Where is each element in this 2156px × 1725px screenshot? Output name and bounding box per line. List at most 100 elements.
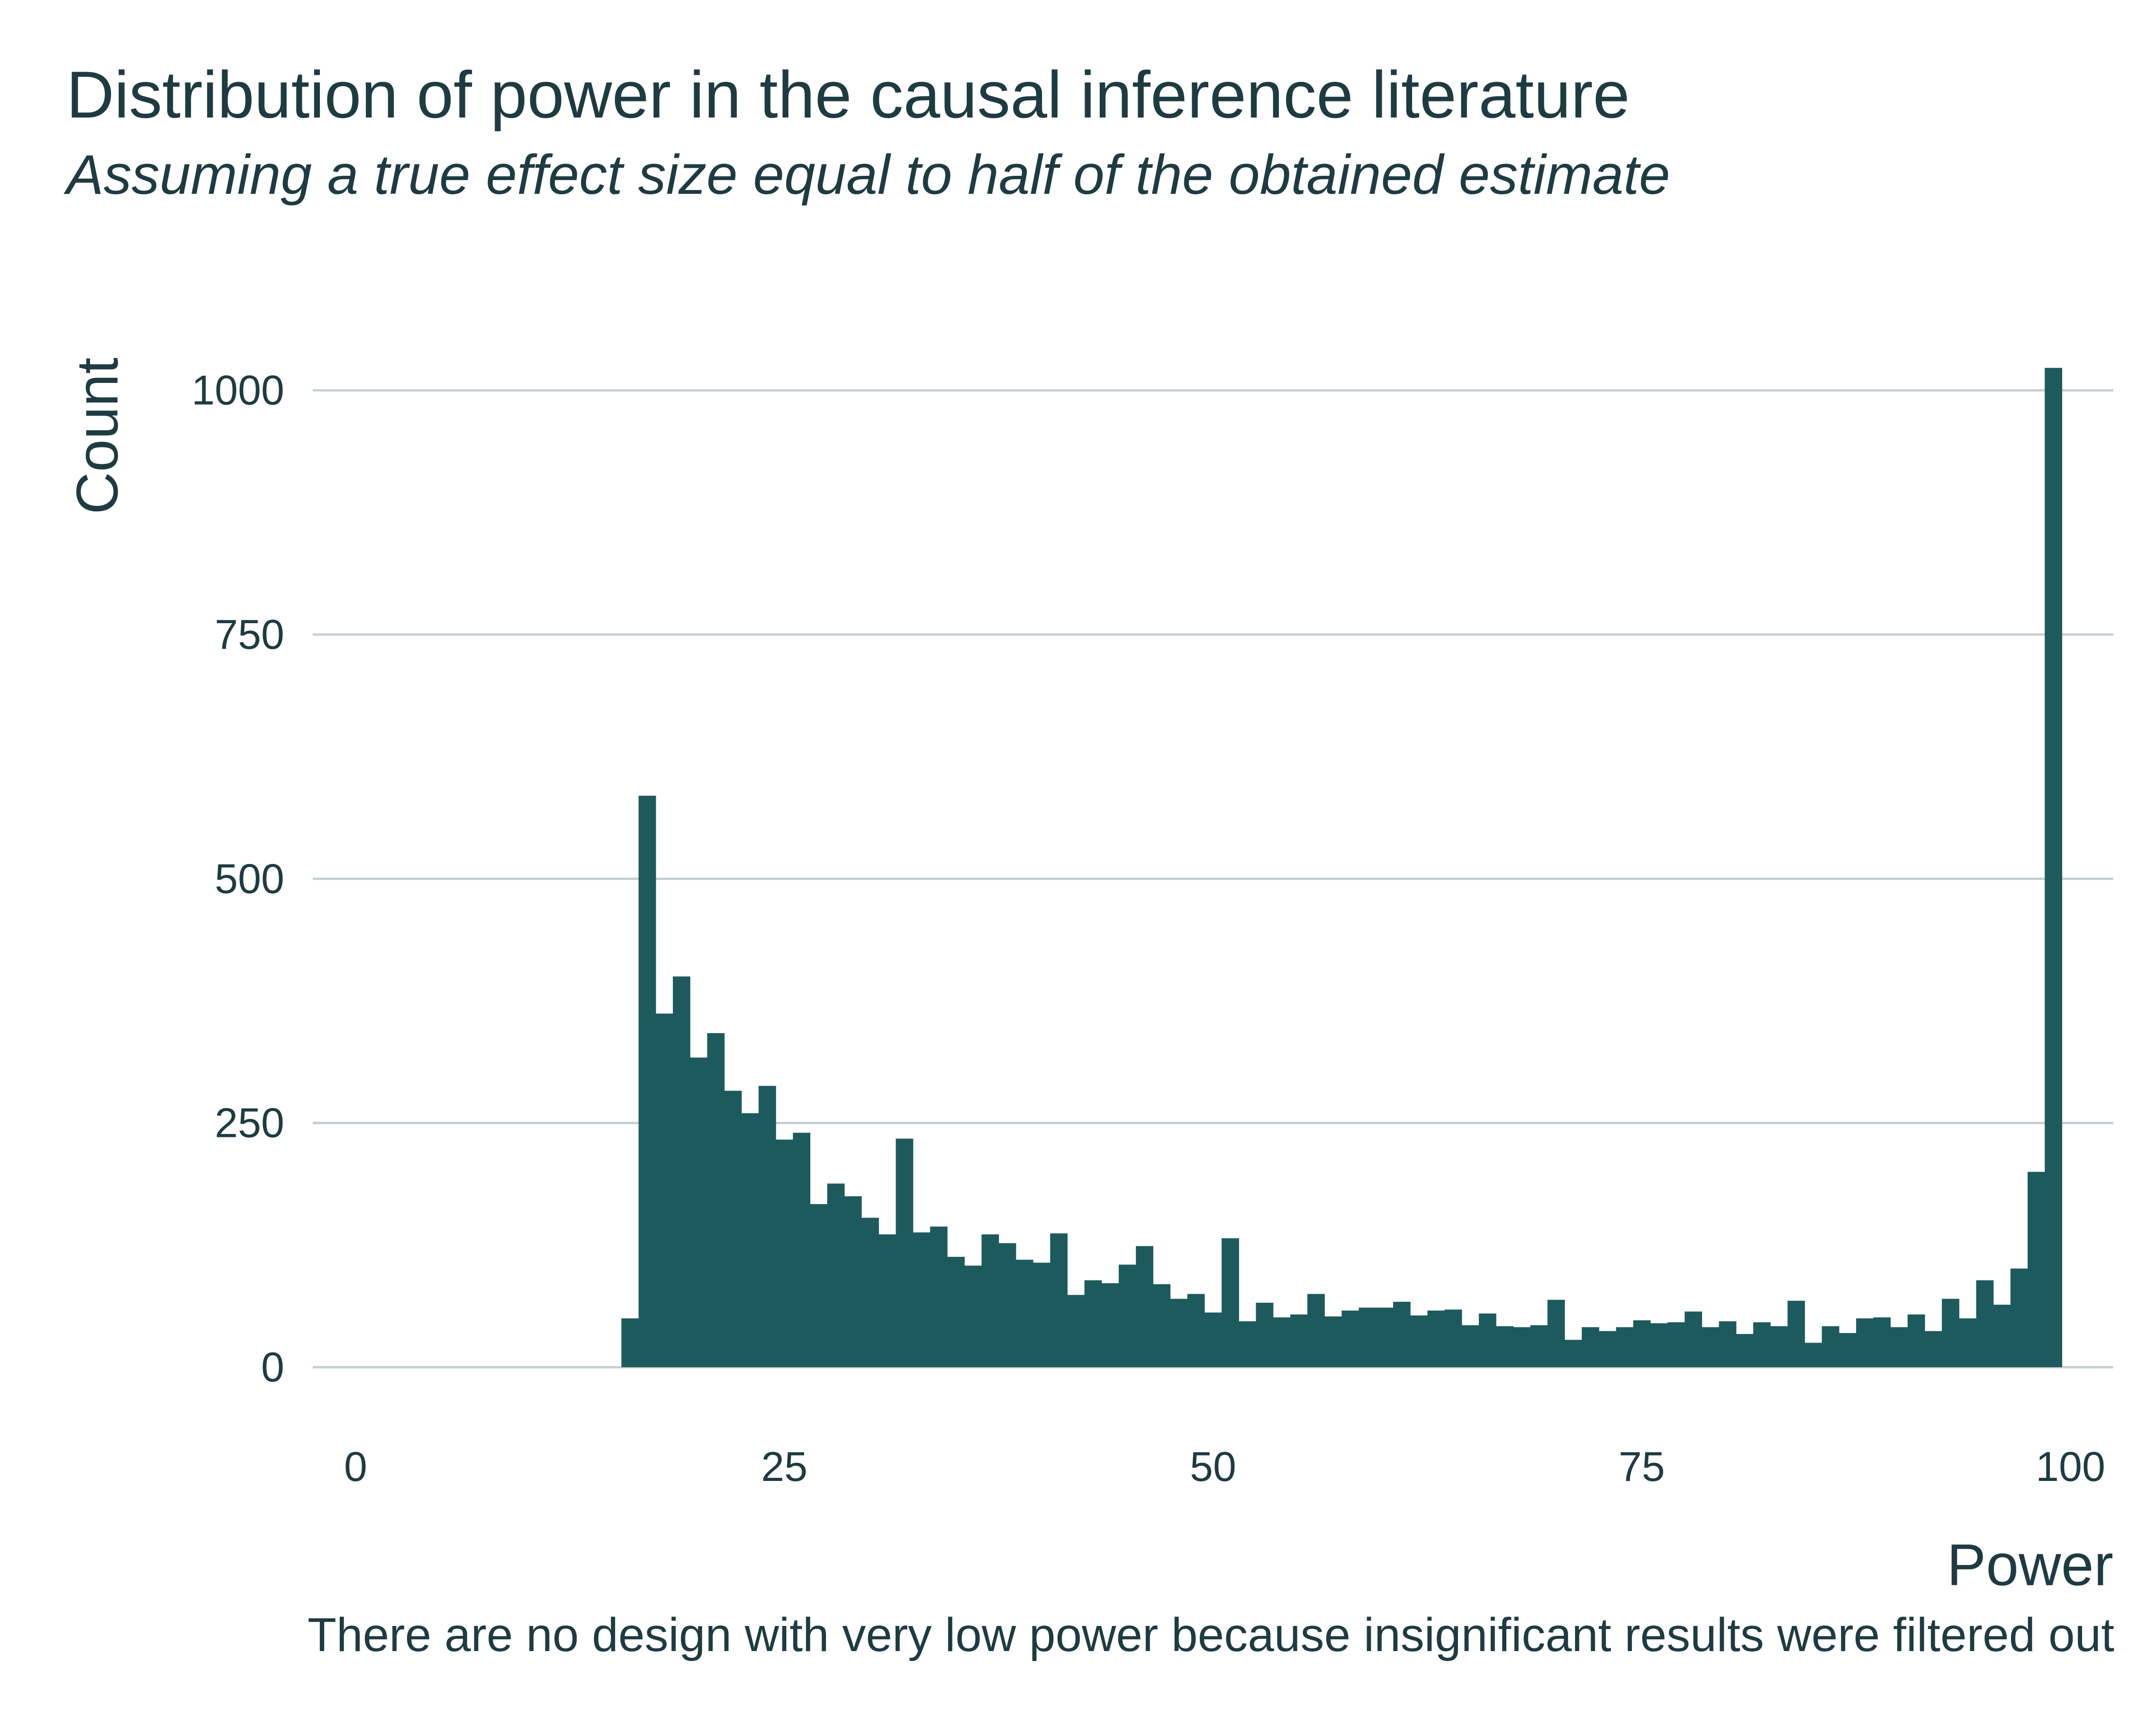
histogram-bar bbox=[1273, 1317, 1291, 1367]
histogram-bar bbox=[1839, 1333, 1857, 1367]
histogram-bar bbox=[1359, 1307, 1377, 1367]
histogram-bar bbox=[1084, 1280, 1102, 1367]
histogram-bar bbox=[998, 1243, 1016, 1367]
histogram-bar bbox=[1821, 1326, 1839, 1367]
y-tick-label: 500 bbox=[215, 855, 284, 902]
histogram-bar bbox=[1976, 1280, 1994, 1367]
histogram-bar bbox=[1702, 1327, 1720, 1367]
histogram-bar bbox=[913, 1232, 931, 1367]
histogram-bar bbox=[1667, 1322, 1685, 1367]
chart-caption: There are no design with very low power … bbox=[307, 1608, 2114, 1661]
histogram-bar bbox=[879, 1234, 897, 1367]
grid-lines bbox=[313, 389, 2113, 1369]
x-tick-label: 50 bbox=[1190, 1443, 1236, 1490]
histogram-bar bbox=[1959, 1318, 1977, 1367]
y-tick-labels: 0 250 500 750 1000 bbox=[191, 367, 284, 1390]
histogram-bar bbox=[1753, 1322, 1771, 1367]
histogram-bar bbox=[1770, 1326, 1788, 1367]
histogram-bar bbox=[1256, 1302, 1274, 1367]
histogram-bar bbox=[2045, 368, 2063, 1368]
histogram-bar bbox=[947, 1257, 965, 1367]
x-tick-label: 25 bbox=[761, 1443, 807, 1490]
histogram-bar bbox=[1033, 1262, 1051, 1367]
histogram-bar bbox=[1427, 1310, 1445, 1367]
histogram-bar bbox=[707, 1033, 725, 1367]
histogram-bar bbox=[1787, 1300, 1805, 1367]
histogram-bar bbox=[810, 1204, 828, 1367]
histogram-bar bbox=[861, 1217, 879, 1367]
histogram-bar bbox=[1873, 1317, 1891, 1367]
histogram-bar bbox=[1341, 1310, 1359, 1367]
x-tick-label: 100 bbox=[2036, 1443, 2105, 1490]
histogram-bar bbox=[1924, 1331, 1942, 1367]
y-axis-title: Count bbox=[65, 358, 130, 515]
histogram-bar bbox=[1101, 1283, 1119, 1367]
histogram-bar bbox=[1290, 1314, 1308, 1367]
x-axis-title: Power bbox=[1947, 1533, 2113, 1598]
histogram-bar bbox=[690, 1057, 707, 1367]
histogram-bar bbox=[1153, 1284, 1171, 1367]
histogram-bar bbox=[741, 1113, 759, 1367]
histogram-bar bbox=[1804, 1343, 1822, 1367]
histogram-bar bbox=[2010, 1268, 2028, 1367]
histogram-bar bbox=[1599, 1331, 1617, 1367]
histogram-bar bbox=[844, 1196, 862, 1367]
histogram-bar bbox=[1993, 1305, 2011, 1367]
histogram-bar bbox=[1547, 1299, 1565, 1367]
histogram-bar bbox=[1067, 1295, 1085, 1367]
histogram-bar bbox=[1616, 1327, 1634, 1367]
histogram-bar bbox=[1582, 1327, 1599, 1367]
histogram-bar bbox=[1393, 1301, 1411, 1367]
histogram-bar bbox=[1324, 1316, 1342, 1367]
histogram-bar bbox=[1513, 1327, 1531, 1367]
histogram-bar bbox=[1736, 1334, 1754, 1367]
x-tick-labels: 0 25 50 75 100 bbox=[344, 1443, 2105, 1490]
x-tick-label: 0 bbox=[344, 1443, 367, 1490]
histogram-bar bbox=[1136, 1246, 1153, 1367]
histogram-bars bbox=[621, 368, 2063, 1368]
y-tick-label: 0 bbox=[261, 1344, 284, 1390]
x-tick-label: 75 bbox=[1619, 1443, 1665, 1490]
histogram-bar bbox=[1444, 1309, 1462, 1367]
histogram-bar bbox=[1890, 1327, 1908, 1367]
histogram-bar bbox=[964, 1265, 982, 1367]
histogram-bar bbox=[1187, 1294, 1205, 1367]
histogram-bar bbox=[1307, 1294, 1325, 1367]
histogram-bar bbox=[655, 1013, 673, 1367]
y-tick-label: 750 bbox=[215, 611, 284, 658]
histogram-bar bbox=[1719, 1321, 1737, 1367]
histogram-bar bbox=[724, 1090, 742, 1367]
chart-subtitle: Assuming a true effect size equal to hal… bbox=[66, 144, 1670, 206]
histogram-bar bbox=[776, 1139, 793, 1367]
y-tick-label: 1000 bbox=[191, 367, 284, 414]
histogram-bar bbox=[1050, 1233, 1068, 1367]
histogram-bar bbox=[1633, 1320, 1651, 1367]
histogram-bar bbox=[1204, 1312, 1222, 1367]
histogram-bar bbox=[1222, 1238, 1239, 1367]
histogram-bar bbox=[1461, 1325, 1479, 1367]
histogram-bar bbox=[793, 1133, 811, 1367]
histogram-bar bbox=[1564, 1340, 1582, 1367]
histogram-bar bbox=[930, 1226, 948, 1367]
histogram-bar bbox=[758, 1086, 776, 1367]
histogram-bar bbox=[2028, 1171, 2045, 1367]
histogram-bar bbox=[621, 1318, 639, 1367]
histogram-bar bbox=[1856, 1318, 1874, 1367]
histogram-bar bbox=[896, 1138, 914, 1367]
histogram-bar bbox=[1170, 1298, 1188, 1367]
histogram-bar bbox=[1650, 1323, 1668, 1367]
histogram-bar bbox=[673, 976, 690, 1367]
histogram-bar bbox=[1685, 1311, 1703, 1367]
histogram-bar bbox=[1410, 1315, 1428, 1367]
histogram-bar bbox=[1015, 1260, 1033, 1367]
histogram-bar bbox=[1376, 1307, 1394, 1367]
histogram-bar bbox=[1239, 1321, 1257, 1367]
y-tick-label: 250 bbox=[215, 1099, 284, 1146]
histogram-bar bbox=[1907, 1314, 1925, 1367]
histogram-bar bbox=[827, 1183, 845, 1367]
histogram-bar bbox=[981, 1234, 999, 1367]
histogram-bar bbox=[1530, 1325, 1548, 1367]
histogram-bar bbox=[1118, 1264, 1136, 1367]
histogram-bar bbox=[1478, 1313, 1496, 1367]
